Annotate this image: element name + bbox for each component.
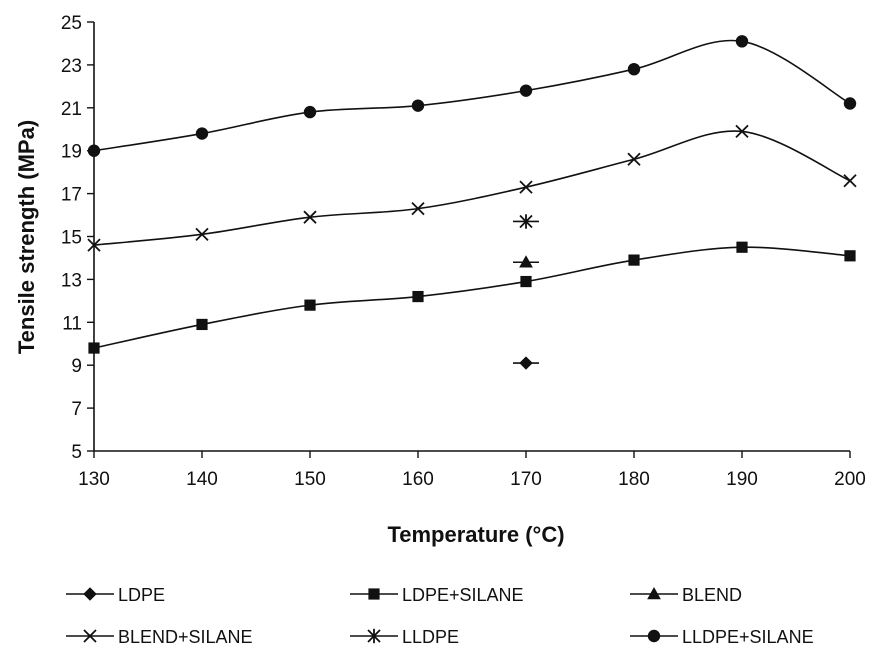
legend-label: BLEND [682, 585, 742, 605]
legend-marker-ldpe [83, 587, 97, 601]
data-point-blend-silane [87, 238, 101, 252]
series-line-blend-silane [93, 130, 851, 246]
x-tick-label: 130 [78, 469, 110, 490]
legend-marker-blend-silane [83, 629, 97, 643]
series-lldpe [513, 214, 539, 229]
series-blend [513, 255, 539, 268]
data-point-lldpe-silane [195, 127, 209, 140]
y-tick-label: 13 [61, 270, 82, 291]
x-tick-label: 150 [294, 469, 326, 490]
data-point-lldpe [519, 214, 533, 229]
data-point-ldpe-silane [520, 275, 532, 288]
y-tick-label: 21 [61, 99, 82, 120]
legend-marker-blend [647, 586, 661, 600]
data-point-lldpe-silane [843, 97, 857, 110]
y-tick-label: 11 [62, 313, 82, 334]
legend-label: BLEND+SILANE [118, 627, 253, 647]
data-point-blend-silane [843, 174, 857, 188]
legend-item-lldpe-silane: LLDPE+SILANE [630, 627, 814, 647]
data-point-blend-silane [519, 180, 533, 194]
data-point-blend-silane [411, 201, 425, 216]
y-tick-label: 23 [61, 56, 82, 77]
data-point-ldpe-silane [196, 318, 208, 331]
y-tick-label: 25 [61, 13, 82, 34]
legend-marker-ldpe-silane [368, 588, 380, 600]
x-tick-label: 200 [834, 469, 866, 490]
legend-item-lldpe: LLDPE [350, 627, 459, 647]
series-line-ldpe-silane [93, 246, 851, 349]
data-point-ldpe-silane [628, 254, 640, 266]
y-tick-label: 7 [71, 399, 82, 420]
data-point-blend [519, 255, 533, 268]
legend-marker-lldpe [367, 628, 381, 644]
x-tick-label: 190 [726, 469, 758, 490]
data-point-lldpe-silane [303, 105, 317, 119]
x-tick-label: 140 [186, 469, 218, 490]
x-tick-label: 160 [402, 469, 434, 490]
data-point-lldpe-silane [627, 62, 641, 76]
y-tick-label: 19 [61, 142, 82, 163]
data-point-lldpe-silane [87, 144, 101, 157]
y-tick-label: 5 [71, 442, 82, 463]
series-ldpe [513, 356, 539, 370]
data-point-ldpe-silane [88, 342, 100, 354]
y-axis-title: Tensile strength (MPa) [14, 120, 39, 354]
data-point-lldpe-silane [735, 35, 749, 48]
series-blend-silane [87, 124, 857, 252]
data-point-blend-silane [735, 124, 749, 139]
data-point-ldpe [519, 356, 533, 370]
data-point-blend-silane [627, 152, 641, 166]
legend-item-ldpe-silane: LDPE+SILANE [350, 585, 524, 605]
legend-marker-lldpe-silane [647, 629, 661, 643]
y-tick-label: 17 [61, 185, 82, 206]
legend-item-blend-silane: BLEND+SILANE [66, 627, 253, 647]
data-point-blend-silane [303, 210, 317, 224]
data-point-blend-silane [195, 227, 209, 241]
legend-item-blend: BLEND [630, 585, 742, 605]
data-point-lldpe-silane [519, 84, 533, 97]
x-axis-title: Temperature (°C) [387, 522, 564, 547]
series-lldpe-silane [87, 35, 857, 157]
data-point-ldpe-silane [844, 250, 856, 262]
data-point-ldpe-silane [304, 299, 316, 311]
data-point-ldpe-silane [736, 241, 748, 253]
y-tick-label: 15 [61, 228, 82, 249]
legend-label: LDPE [118, 585, 165, 605]
legend-label: LDPE+SILANE [402, 585, 524, 605]
x-tick-label: 170 [510, 469, 542, 490]
axes: 5 7 9 11 13 15 17 19 21 23 25 130 140 150 160 170 180 190… [61, 13, 866, 490]
data-point-lldpe-silane [411, 99, 425, 112]
series-layer [87, 35, 857, 370]
legend-item-ldpe: LDPE [66, 585, 165, 605]
legend: LDPE LDPE+SILANE BLEND BLEND+SILANE LLDPE LLD… [66, 585, 814, 647]
y-tick-label: 9 [71, 356, 82, 377]
legend-label: LLDPE [402, 627, 459, 647]
data-point-ldpe-silane [412, 290, 424, 303]
x-tick-label: 180 [618, 469, 650, 490]
legend-label: LLDPE+SILANE [682, 627, 814, 647]
series-ldpe-silane [88, 241, 856, 354]
